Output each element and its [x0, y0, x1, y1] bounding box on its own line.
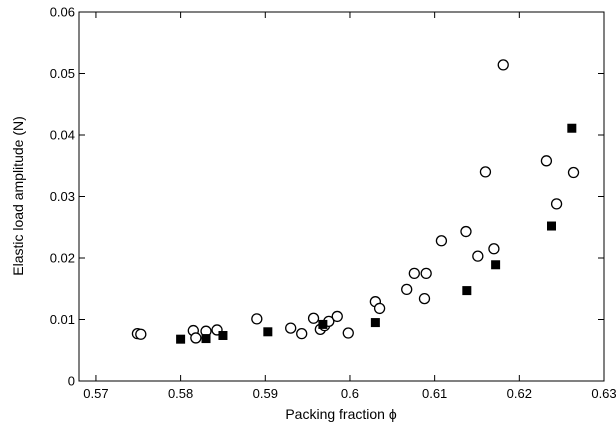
y-tick-label: 0.06 [50, 5, 75, 20]
open-circle-point [435, 235, 448, 247]
y-tick-label: 0.02 [50, 251, 75, 266]
x-tick-label: 0.58 [168, 386, 193, 401]
y-axis-title: Elastic load amplitude (N) [10, 116, 26, 276]
y-tick-label: 0 [68, 374, 75, 389]
open-circle-point [550, 198, 563, 210]
filled-square-point [491, 260, 501, 270]
open-circle-point [418, 292, 431, 305]
y-tick-label: 0.05 [50, 66, 75, 81]
open-circle-point [373, 302, 386, 315]
filled-square-point [201, 334, 211, 344]
open-circle-point [420, 267, 432, 280]
filled-square-point [462, 286, 472, 296]
open-circle-point [488, 243, 500, 255]
filled-square-point [318, 319, 328, 329]
y-tick-label: 0.04 [50, 128, 75, 143]
open-circle-point [408, 267, 420, 280]
filled-square-point [370, 318, 380, 328]
x-tick-label: 0.59 [253, 386, 278, 401]
open-circle-point [401, 283, 413, 296]
open-circle-point [296, 327, 308, 340]
x-tick-label: 0.6 [341, 386, 359, 401]
x-tick-label: 0.63 [591, 386, 616, 401]
filled-square-point [263, 327, 273, 337]
axis-ticks: 0.57 0.58 0.59 0.6 0.61 0.62 0.63 0 0.01 0.02 0.03… [50, 5, 616, 402]
filled-square-point [567, 123, 577, 133]
open-circle-point [472, 250, 484, 262]
filled-square-point [176, 334, 186, 344]
open-circle-point [540, 155, 553, 167]
open-circle-point [285, 322, 297, 334]
x-tick-label: 0.61 [422, 386, 447, 401]
open-circle-point [190, 332, 202, 344]
y-tick-label: 0.01 [50, 312, 75, 327]
x-tick-label: 0.62 [507, 386, 532, 401]
y-tick-label: 0.03 [50, 189, 75, 204]
open-circle-point [307, 312, 320, 324]
data-points [131, 59, 580, 344]
open-circle-point [331, 310, 343, 323]
open-circle-point [342, 327, 354, 339]
filled-square-point [547, 221, 556, 231]
open-circle-point [479, 166, 492, 178]
x-tick-label: 0.57 [83, 386, 108, 401]
open-circle-point [251, 313, 263, 325]
open-circle-point [460, 225, 472, 238]
open-circle-point [497, 59, 509, 71]
open-circle-point [135, 328, 147, 340]
x-axis-title: Packing fraction ϕ [285, 406, 396, 422]
filled-square-point [218, 330, 228, 340]
open-circle-point [567, 166, 580, 179]
plot-frame [78, 11, 605, 382]
